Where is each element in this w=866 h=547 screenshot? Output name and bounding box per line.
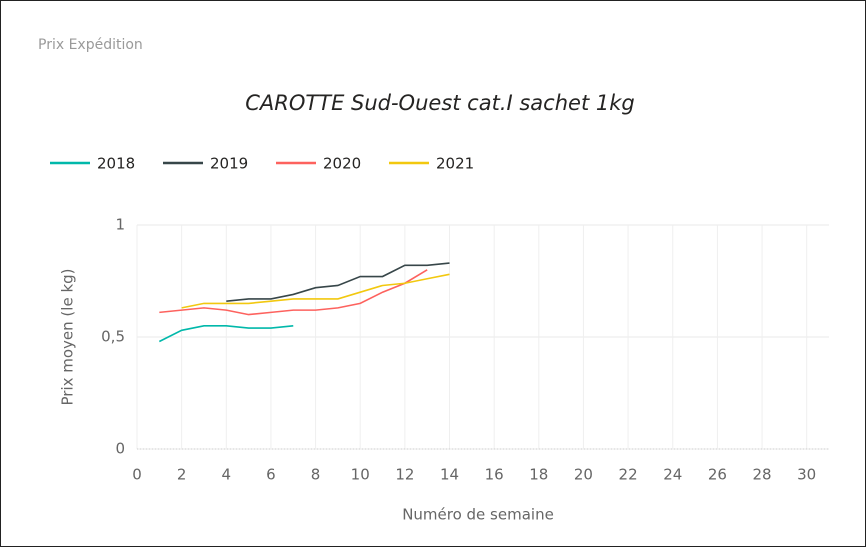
x-tick-label: 26 (708, 466, 727, 484)
y-axis-label: Prix moyen (le kg) (59, 268, 77, 405)
legend-label: 2018 (97, 155, 135, 173)
series-line (158, 325, 294, 343)
series-line (226, 262, 450, 302)
y-tick-label: 0 (115, 440, 125, 458)
series-line (159, 269, 428, 316)
x-tick-label: 18 (529, 466, 548, 484)
legend-label: 2019 (210, 155, 248, 173)
x-tick-label: 30 (797, 466, 816, 484)
legend-label: 2021 (436, 155, 474, 173)
x-tick-label: 4 (222, 466, 232, 484)
x-tick-label: 8 (311, 466, 321, 484)
series-line (181, 273, 450, 309)
x-tick-label: 24 (663, 466, 682, 484)
legend-label: 2020 (323, 155, 361, 173)
y-tick-label: 0,5 (101, 328, 125, 346)
x-tick-label: 6 (266, 466, 276, 484)
y-tick-label: 1 (115, 216, 125, 234)
x-tick-label: 28 (752, 466, 771, 484)
x-tick-label: 16 (485, 466, 504, 484)
x-tick-label: 20 (574, 466, 593, 484)
x-tick-label: 22 (619, 466, 638, 484)
header: Prix Expédition (38, 37, 143, 53)
x-tick-label: 0 (132, 466, 142, 484)
x-tick-label: 12 (395, 466, 414, 484)
x-tick-label: 2 (177, 466, 187, 484)
x-axis-label: Numéro de semaine (402, 506, 554, 524)
x-tick-label: 10 (351, 466, 370, 484)
x-tick-label: 14 (440, 466, 459, 484)
chart-title: CAROTTE Sud-Ouest cat.I sachet 1kg (245, 91, 634, 115)
